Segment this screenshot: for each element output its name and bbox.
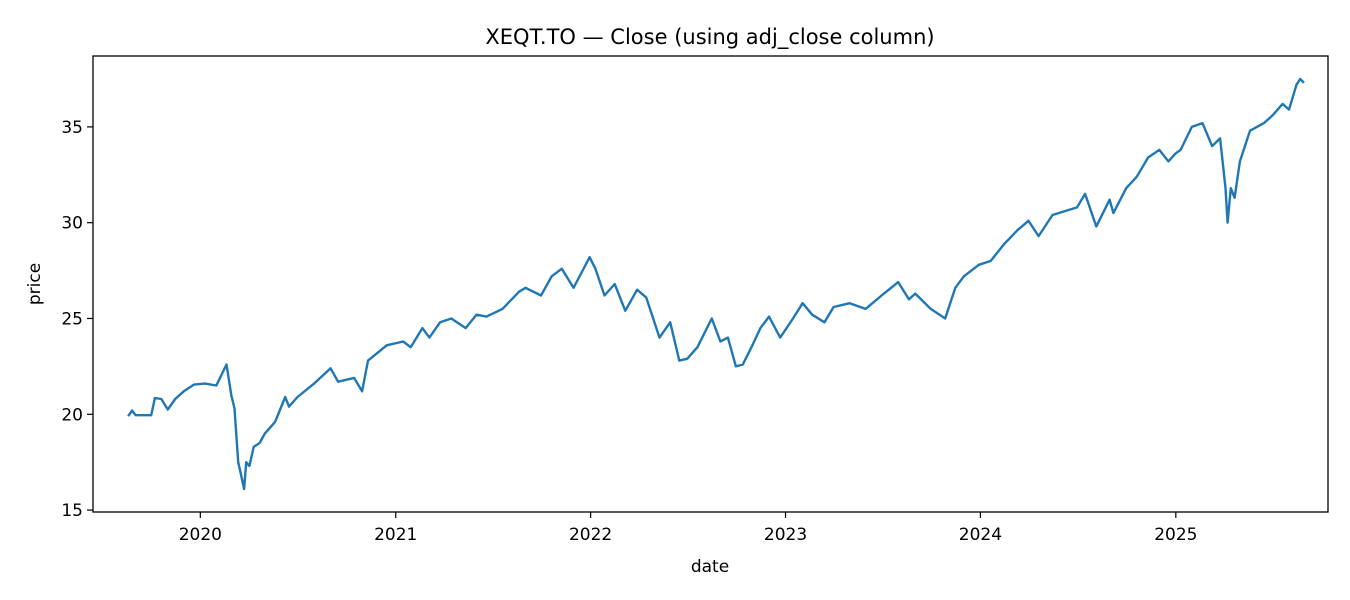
y-tick-label: 30	[61, 214, 83, 234]
y-tick-label: 35	[61, 118, 83, 138]
x-tick-label: 2024	[959, 525, 1002, 545]
y-tick-label: 25	[61, 309, 83, 329]
series-layer	[127, 77, 1305, 491]
y-axis: 15 20 25 30 35	[61, 118, 93, 521]
y-tick-label: 20	[61, 405, 83, 425]
x-tick-label: 2025	[1154, 525, 1197, 545]
y-tick-label: 15	[61, 501, 83, 521]
plot-frame	[92, 55, 1329, 513]
x-tick-label: 2021	[374, 525, 417, 545]
x-tick-label: 2022	[569, 525, 612, 545]
series-line-0	[127, 77, 1305, 491]
x-axis: 2020 2021 2022 2023 2024 2025	[179, 512, 1197, 545]
x-axis-label: date	[691, 557, 729, 577]
x-tick-label: 2023	[764, 525, 807, 545]
x-tick-label: 2020	[179, 525, 222, 545]
chart-title: XEQT.TO — Close (using adj_close column)	[485, 25, 934, 50]
y-axis-label: price	[25, 263, 45, 305]
